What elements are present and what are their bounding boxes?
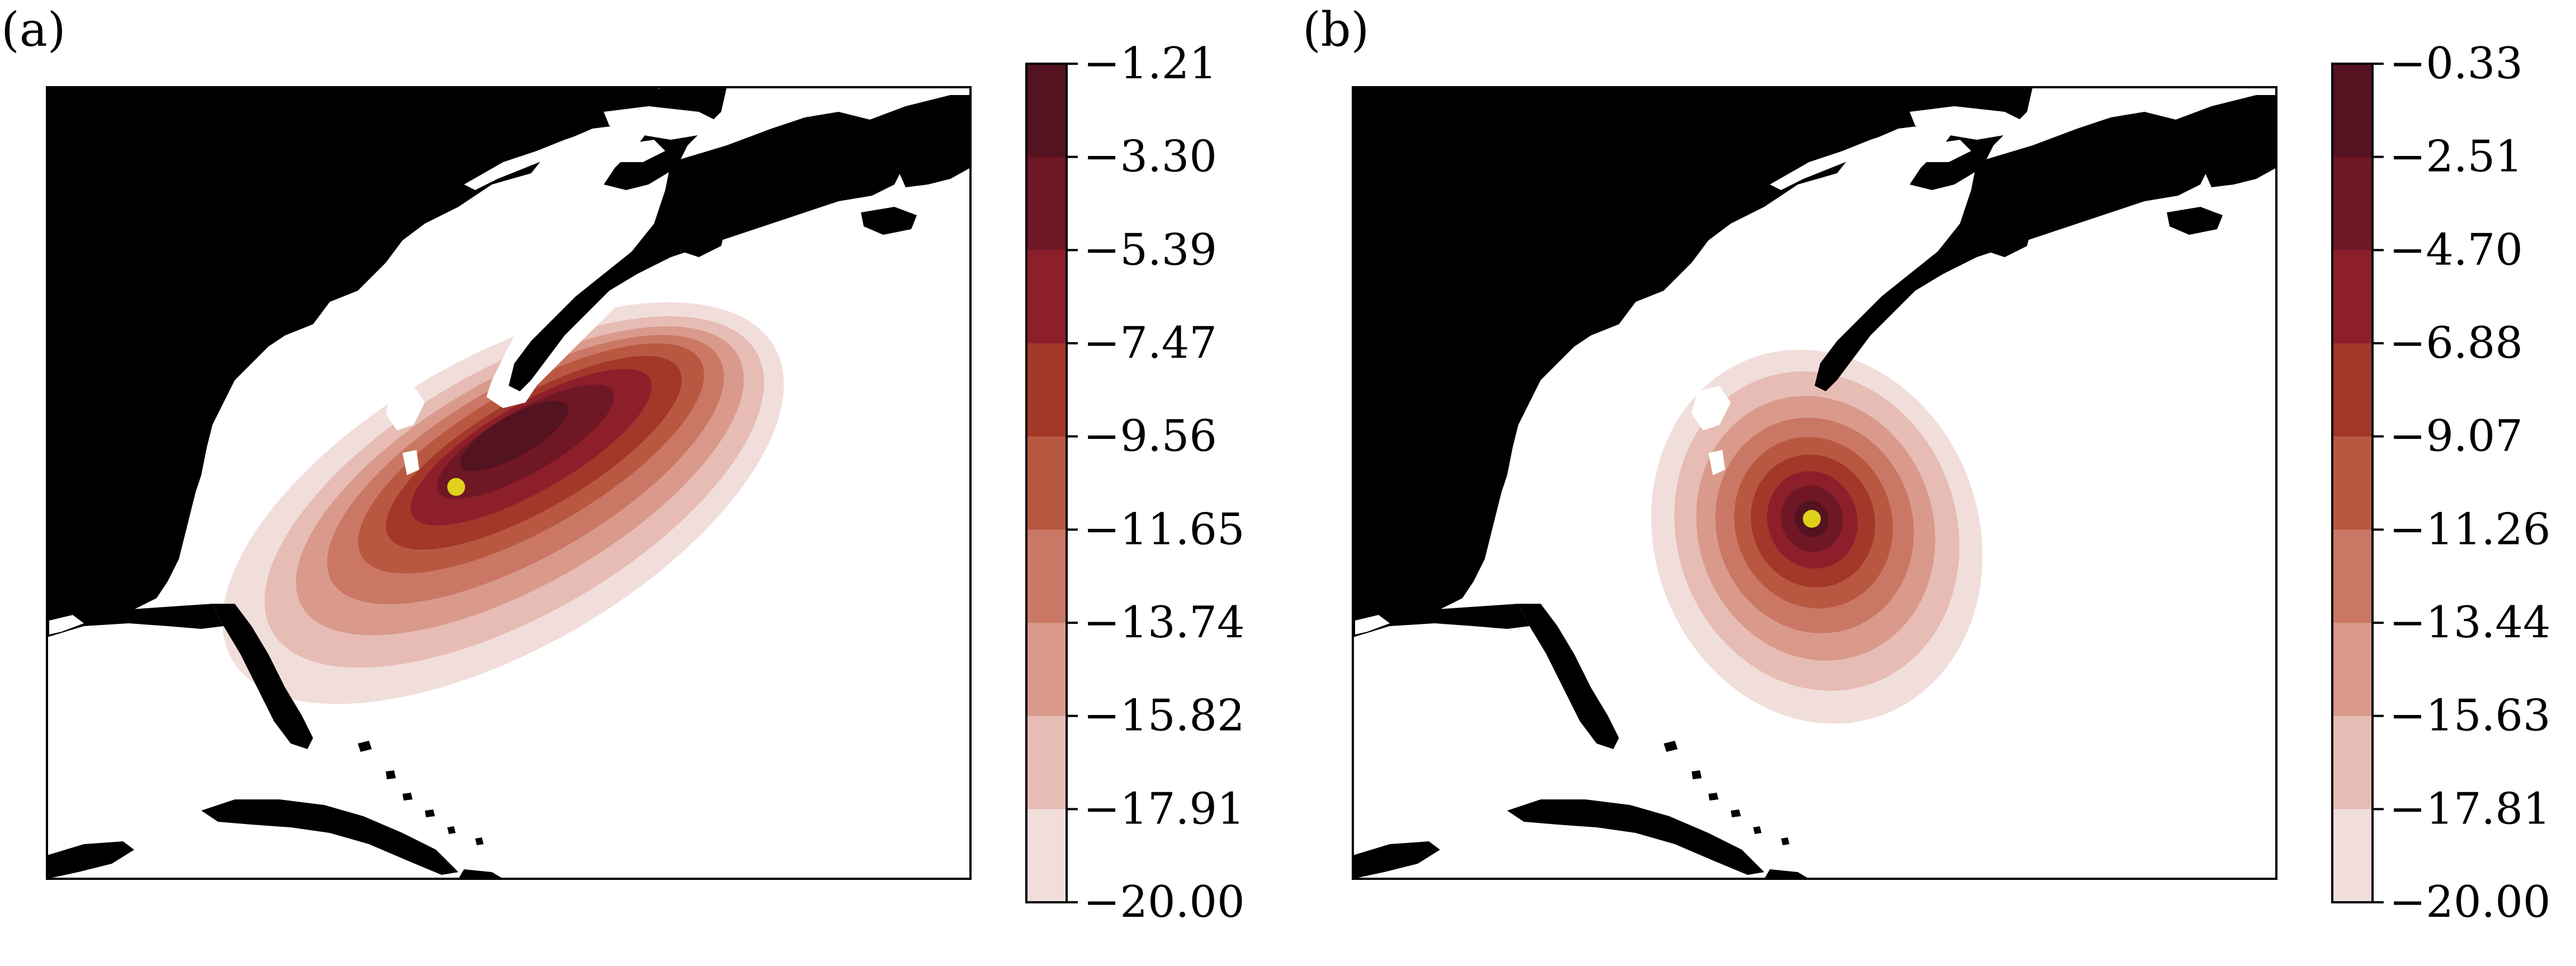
panel-a-colorbar-tick-label: −1.21 xyxy=(1083,39,1217,89)
panel-b-label: (b) xyxy=(1303,2,1369,57)
panel-a-contours xyxy=(222,302,784,704)
panel-a-colorbar-tick-label: −15.82 xyxy=(1083,691,1245,741)
panel-b-colorbar-tick-label: −11.26 xyxy=(2389,504,2551,555)
panel-a-colorbar-band xyxy=(1026,716,1067,809)
panel-b-colorbar-tick-label: −20.00 xyxy=(2389,877,2551,927)
panel-a-label: (a) xyxy=(1,2,66,57)
panel-b-frame xyxy=(1352,86,2277,880)
panel-b-colorbar-band xyxy=(2332,64,2373,158)
panel-b-colorbar-tick-label: −17.81 xyxy=(2389,784,2551,834)
panel-a-colorbar-band xyxy=(1026,623,1067,717)
panel-b-colorbar-band xyxy=(2332,716,2373,809)
panel-a-colorbar-band xyxy=(1026,529,1067,623)
panel-a-colorbar-band xyxy=(1026,809,1067,903)
panel-a-colorbar-band xyxy=(1026,250,1067,344)
panel-a-colorbar-band xyxy=(1026,157,1067,250)
panel-b-colorbar-tick-label: −0.33 xyxy=(2389,39,2523,89)
panel-a-colorbar-band xyxy=(1026,343,1067,437)
panel-b-colorbar-band xyxy=(2332,623,2373,717)
panel-a-colorbar-tick-label: −13.74 xyxy=(1083,598,1245,648)
panel-b-colorbar-frame xyxy=(2331,63,2374,903)
panel-a-colorbar-tick-label: −20.00 xyxy=(1083,877,1245,927)
panel-a-colorbar-band xyxy=(1026,64,1067,158)
panel-a-contour-band xyxy=(460,400,569,472)
panel-a-colorbar-tick-label: −5.39 xyxy=(1083,225,1217,275)
panel-a-colorbar: −1.21 −3.30 −5.39 −7.47 −9.56 −11.65 −13.74 −15… xyxy=(1025,39,1245,927)
panel-a-colorbar-frame xyxy=(1025,63,1068,903)
panel-b-map xyxy=(1352,86,2277,880)
panel-a-marker xyxy=(447,478,465,496)
panel-b-colorbar-band xyxy=(2332,436,2373,530)
panel-b-colorbar-tick-label: −9.07 xyxy=(2389,411,2523,462)
panel-a-frame xyxy=(46,86,972,880)
panel-a-water xyxy=(49,106,721,634)
panel-a-colorbar-tick-label: −3.30 xyxy=(1083,132,1217,182)
panel-b-water xyxy=(1355,106,2027,634)
panel-a-colorbar-tick-label: −9.56 xyxy=(1083,411,1217,462)
panel-a-land xyxy=(47,87,970,879)
panel-b-colorbar-band xyxy=(2332,157,2373,250)
panel-a-colorbar-tick-label: −11.65 xyxy=(1083,504,1245,555)
panel-b-marker xyxy=(1803,510,1821,528)
panel-b-colorbar: −0.33 −2.51 −4.70 −6.88 −9.07 −11.26 −13.44 −15… xyxy=(2331,39,2551,927)
panel-b-colorbar-tick-label: −2.51 xyxy=(2389,132,2523,182)
panel-a-colorbar-tick-label: −7.47 xyxy=(1083,318,1217,368)
panel-b-colorbar-tick-label: −4.70 xyxy=(2389,225,2523,275)
panel-b-colorbar-tick-label: −15.63 xyxy=(2389,691,2551,741)
panel-b-colorbar-band xyxy=(2332,529,2373,623)
panel-b-colorbar-tick-label: −6.88 xyxy=(2389,318,2523,368)
panel-b-colorbar-tick-label: −13.44 xyxy=(2389,598,2551,648)
panel-a-colorbar-tick-label: −17.91 xyxy=(1083,784,1245,834)
panel-b-colorbar-band xyxy=(2332,809,2373,903)
panel-a-map xyxy=(46,86,972,880)
panel-b-colorbar-band xyxy=(2332,250,2373,344)
panel-a-colorbar-band xyxy=(1026,436,1067,530)
panel-b-colorbar-band xyxy=(2332,343,2373,437)
